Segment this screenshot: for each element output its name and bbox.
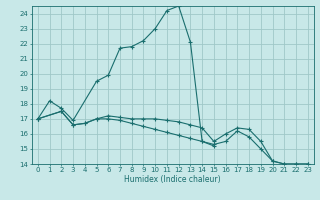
X-axis label: Humidex (Indice chaleur): Humidex (Indice chaleur): [124, 175, 221, 184]
